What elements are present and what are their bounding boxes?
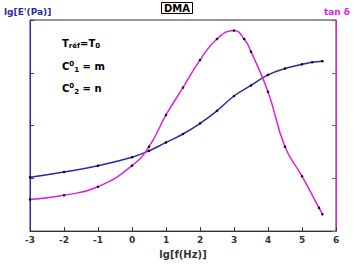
svg-text:-3: -3 [25,235,35,245]
svg-text:0: 0 [69,59,75,68]
svg-text:-1: -1 [93,235,103,245]
svg-text:C: C [62,61,69,72]
svg-text:2: 2 [197,235,203,245]
svg-text:4: 4 [265,235,271,245]
svg-text:0: 0 [69,81,75,90]
svg-text:1: 1 [74,65,80,74]
svg-text:5: 5 [299,235,305,245]
svg-text:0: 0 [95,42,100,50]
svg-text:3: 3 [231,235,237,245]
svg-text:1: 1 [163,235,169,245]
svg-text:DMA: DMA [164,3,190,14]
svg-text:= m: = m [79,61,105,72]
svg-text:0: 0 [129,235,135,245]
svg-text:lg[f(Hz)]: lg[f(Hz)] [159,249,206,260]
svg-text:6: 6 [333,235,339,245]
svg-text:2: 2 [74,87,80,96]
html-text:Tréf: Tréf [62,37,81,50]
svg-text:-2: -2 [59,235,69,245]
svg-text:C: C [62,83,69,94]
svg-text:= n: = n [79,83,101,94]
svg-text:=T: =T [80,38,95,49]
svg-text:tan δ: tan δ [324,7,350,17]
svg-text:lg[E'(Pa)]: lg[E'(Pa)] [4,7,51,17]
